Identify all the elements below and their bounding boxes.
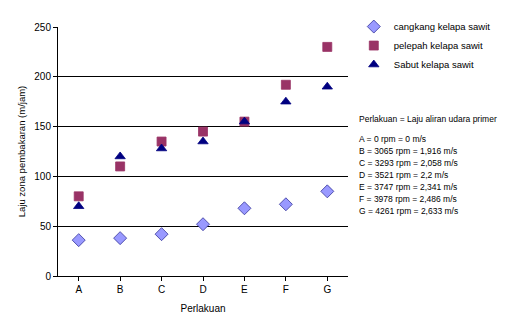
svg-text:Laju zona pembakaran (m/jam): Laju zona pembakaran (m/jam) [16, 86, 27, 217]
svg-text:0: 0 [45, 271, 51, 282]
svg-text:F: F [283, 284, 289, 295]
svg-text:50: 50 [40, 221, 52, 232]
svg-text:Sabut kelapa sawit: Sabut kelapa sawit [394, 59, 474, 70]
svg-text:G: G [323, 284, 331, 295]
svg-text:F = 3978 rpm = 2,486 m/s: F = 3978 rpm = 2,486 m/s [359, 194, 457, 204]
svg-text:200: 200 [34, 71, 51, 82]
svg-text:Perlakuan: Perlakuan [180, 303, 225, 314]
svg-text:C = 3293 rpm = 2,058 m/s: C = 3293 rpm = 2,058 m/s [359, 158, 458, 168]
svg-text:C: C [158, 284, 165, 295]
svg-text:Perlakuan = Laju aliran udara: Perlakuan = Laju aliran udara primer [359, 114, 497, 124]
svg-text:E = 3747 rpm = 2,341 m/s: E = 3747 rpm = 2,341 m/s [359, 182, 457, 192]
svg-text:E: E [241, 284, 248, 295]
svg-text:cangkang kelapa sawit: cangkang kelapa sawit [394, 21, 490, 32]
svg-text:B: B [117, 284, 124, 295]
svg-text:D: D [199, 284, 206, 295]
svg-text:G = 4261 rpm = 2,633 m/s: G = 4261 rpm = 2,633 m/s [359, 206, 458, 216]
svg-text:A = 0 rpm = 0 m/s: A = 0 rpm = 0 m/s [359, 134, 426, 144]
svg-text:D = 3521 rpm = 2,2 m/s: D = 3521 rpm = 2,2 m/s [359, 170, 448, 180]
svg-text:pelepah kelapa sawit: pelepah kelapa sawit [394, 40, 483, 51]
svg-text:250: 250 [34, 22, 51, 33]
svg-text:A: A [75, 284, 82, 295]
svg-text:B = 3065 rpm = 1,916 m/s: B = 3065 rpm = 1,916 m/s [359, 146, 457, 156]
svg-text:100: 100 [34, 171, 51, 182]
svg-text:150: 150 [34, 121, 51, 132]
